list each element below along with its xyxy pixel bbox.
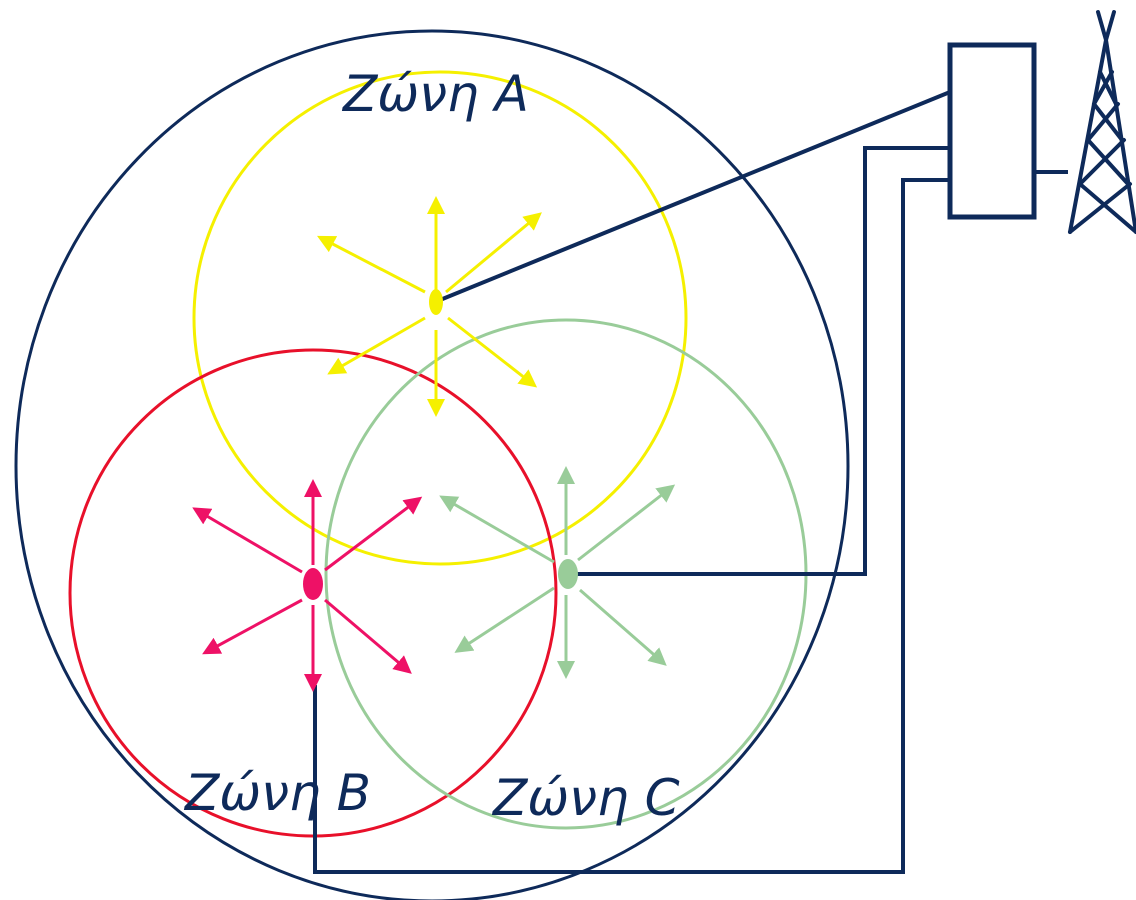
- zone-a-circle: [192, 70, 688, 566]
- emitter-a-arrows: [317, 196, 542, 417]
- wire-zone-b: [313, 178, 950, 874]
- controller-box-icon: [947, 42, 1037, 220]
- emitter-c-arrows: [439, 466, 676, 679]
- outer-coverage-circle: [14, 29, 850, 900]
- zone-b-label: Ζώνη B: [183, 764, 371, 822]
- antenna-tower-icon: [1068, 10, 1136, 234]
- emitter-a-dot: [429, 289, 443, 315]
- wire-zone-a: [439, 90, 951, 302]
- emitter-b-dot: [303, 568, 323, 600]
- zone-c-label: Ζώνη C: [491, 769, 680, 827]
- wire-zone-c: [572, 146, 950, 576]
- zone-a-label: Ζώνη A: [341, 65, 529, 123]
- emitter-b-arrows: [192, 479, 423, 692]
- emitter-c-dot: [558, 559, 578, 589]
